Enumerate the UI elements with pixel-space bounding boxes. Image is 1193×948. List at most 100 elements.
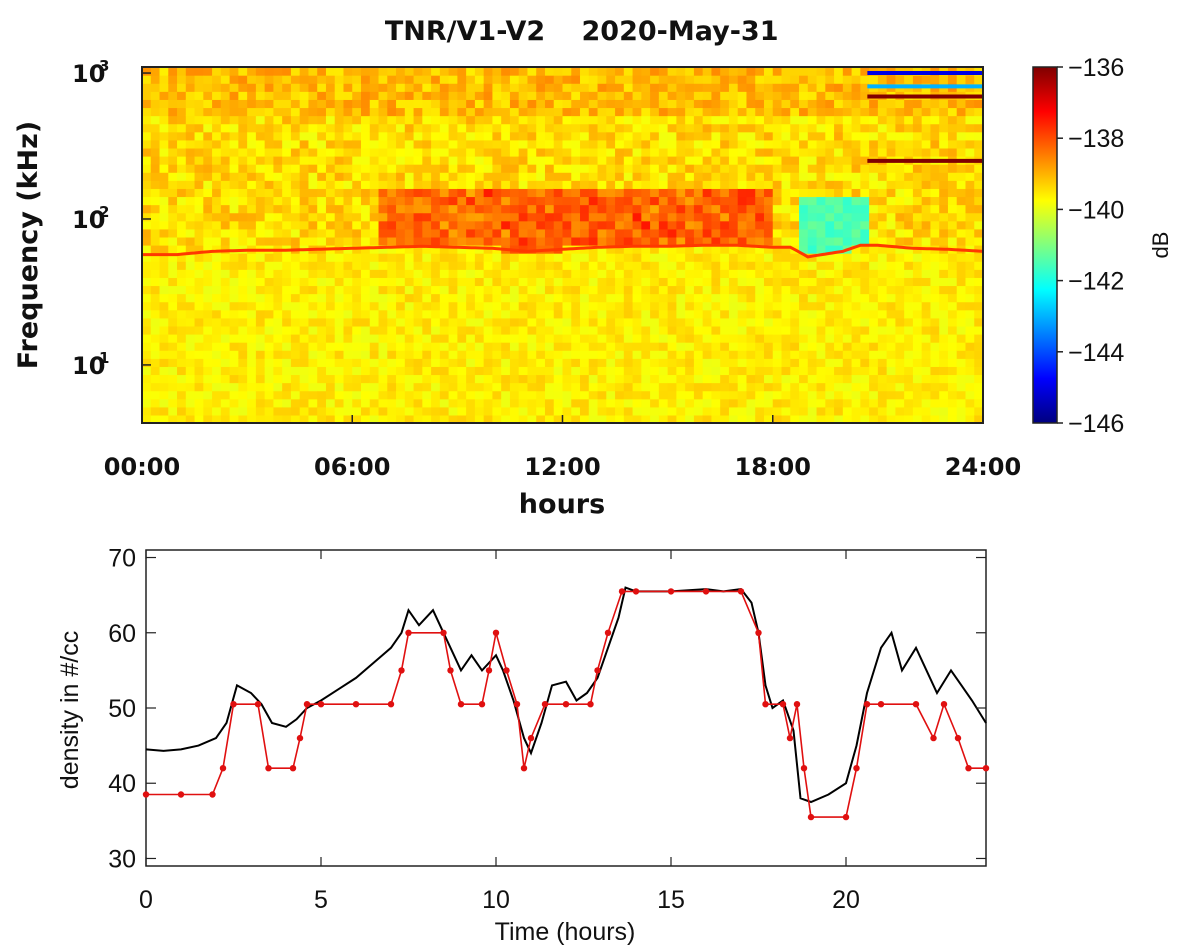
- spectrogram-cell: [895, 366, 905, 376]
- spectrogram-cell: [904, 406, 914, 416]
- spectrogram-cell: [869, 277, 879, 287]
- spectrogram-cell: [807, 180, 818, 189]
- spectrogram-cell: [623, 131, 634, 141]
- spectrogram-cell: [597, 131, 607, 141]
- spectrogram-cell: [615, 75, 625, 84]
- spectrogram-cell: [229, 196, 239, 206]
- spectrogram-cell: [860, 220, 870, 230]
- spectrogram-cell: [142, 156, 152, 165]
- spectrogram-cell: [492, 180, 502, 189]
- spectrogram-cell: [483, 180, 494, 189]
- spectrogram-cell: [921, 309, 932, 319]
- spectrogram-cell: [282, 317, 292, 327]
- spectrogram-cell: [851, 245, 861, 254]
- spectrogram-cell: [912, 342, 923, 351]
- density-point: [398, 667, 405, 674]
- spectrogram-cell: [203, 245, 213, 254]
- spectrogram-cell: [763, 156, 774, 165]
- spectrogram-cell: [790, 212, 800, 222]
- spectrogram-cell: [413, 172, 423, 181]
- spectrogram-cell: [142, 67, 152, 76]
- spectrogram-cell: [290, 139, 301, 149]
- spectrogram-cell: [343, 236, 353, 246]
- spectrogram-cell: [615, 374, 625, 384]
- spectrogram-cell: [229, 334, 239, 343]
- spectrogram-cell: [290, 131, 301, 141]
- spectrogram-cell: [343, 309, 353, 319]
- spectrogram-cell: [580, 236, 590, 246]
- spectrogram-cell: [536, 414, 546, 424]
- spectrogram-cell: [168, 139, 178, 149]
- spectrogram-cell: [728, 228, 739, 238]
- spectrogram-cell: [676, 204, 686, 214]
- spectrogram-cell: [939, 253, 949, 262]
- spectrogram-cell: [501, 406, 511, 416]
- spectrogram-cell: [194, 75, 204, 84]
- spectrogram-cell: [904, 398, 914, 408]
- density-series: [142, 586, 990, 821]
- spectrogram-cell: [220, 139, 231, 149]
- spectrogram-cell: [676, 91, 686, 100]
- spectrogram-cell: [650, 293, 660, 303]
- spectrogram-cell: [676, 414, 686, 424]
- spectrogram-cell: [737, 317, 748, 327]
- spectrogram-cell: [746, 414, 756, 424]
- spectrogram-cell: [588, 398, 599, 408]
- spectrogram-cell: [658, 245, 669, 254]
- spectrogram-cell: [799, 188, 809, 198]
- spectrogram-cell: [501, 156, 511, 165]
- spectrogram-cell: [711, 261, 721, 270]
- spectrogram-cell: [483, 277, 494, 287]
- spectrogram-cell: [974, 261, 984, 270]
- spectrogram-cell: [492, 99, 502, 109]
- spectrogram-cell: [930, 261, 940, 270]
- spectrogram-cell: [930, 180, 940, 189]
- spectrogram-cell: [921, 414, 932, 424]
- spectrogram-cell: [159, 99, 169, 109]
- spectrogram-cell: [553, 406, 564, 416]
- spectrogram-cell: [352, 398, 362, 408]
- spectrogram-cell: [693, 366, 704, 376]
- spectrogram-cell: [947, 342, 958, 351]
- spectrogram-cell: [212, 358, 222, 367]
- spectrogram-cell: [203, 147, 213, 157]
- spectrogram-cell: [597, 342, 607, 351]
- spectrogram-cell: [308, 366, 318, 376]
- spectrogram-cell: [904, 293, 914, 303]
- spectrogram-cell: [299, 172, 310, 181]
- spectrogram-cell: [834, 374, 844, 384]
- spectrogram-cell: [282, 358, 292, 367]
- spectrogram-cell: [807, 131, 818, 141]
- spectrogram-cell: [536, 131, 546, 141]
- spectrogram-cell: [264, 285, 275, 295]
- spectrogram-cell: [974, 164, 984, 173]
- spectrogram-cell: [580, 390, 590, 400]
- spectrogram-cell: [483, 358, 494, 367]
- spectrogram-cell: [509, 67, 520, 76]
- spectrogram-cell: [544, 107, 555, 117]
- spectrogram-cell: [413, 317, 423, 327]
- spectrogram-cell: [755, 139, 765, 149]
- spectrogram-cell: [273, 406, 283, 416]
- spectrogram-cell: [229, 75, 239, 84]
- spectrogram-cell: [930, 115, 940, 125]
- spectrogram-cell: [816, 358, 826, 367]
- spectrogram-cell: [588, 99, 599, 109]
- spectrogram-cell: [956, 196, 967, 206]
- spectrogram-cell: [641, 261, 651, 270]
- spectrogram-cell: [448, 147, 458, 157]
- spectrogram-cell: [965, 131, 975, 141]
- spectrogram-cell: [580, 261, 590, 270]
- spectrogram-cell: [343, 350, 353, 359]
- spectrogram-cell: [273, 115, 283, 125]
- spectrogram-cell: [816, 261, 826, 270]
- spectrogram-cell: [439, 382, 450, 392]
- spectrogram-cell: [413, 123, 423, 133]
- spectrogram-cell: [185, 115, 196, 125]
- spectrogram-cell: [378, 261, 388, 270]
- spectrogram-cell: [807, 277, 818, 287]
- spectrogram-cell: [142, 317, 152, 327]
- spectrogram-cell: [702, 285, 713, 295]
- spectrogram-cell: [264, 83, 275, 92]
- spectrogram-cell: [650, 285, 660, 295]
